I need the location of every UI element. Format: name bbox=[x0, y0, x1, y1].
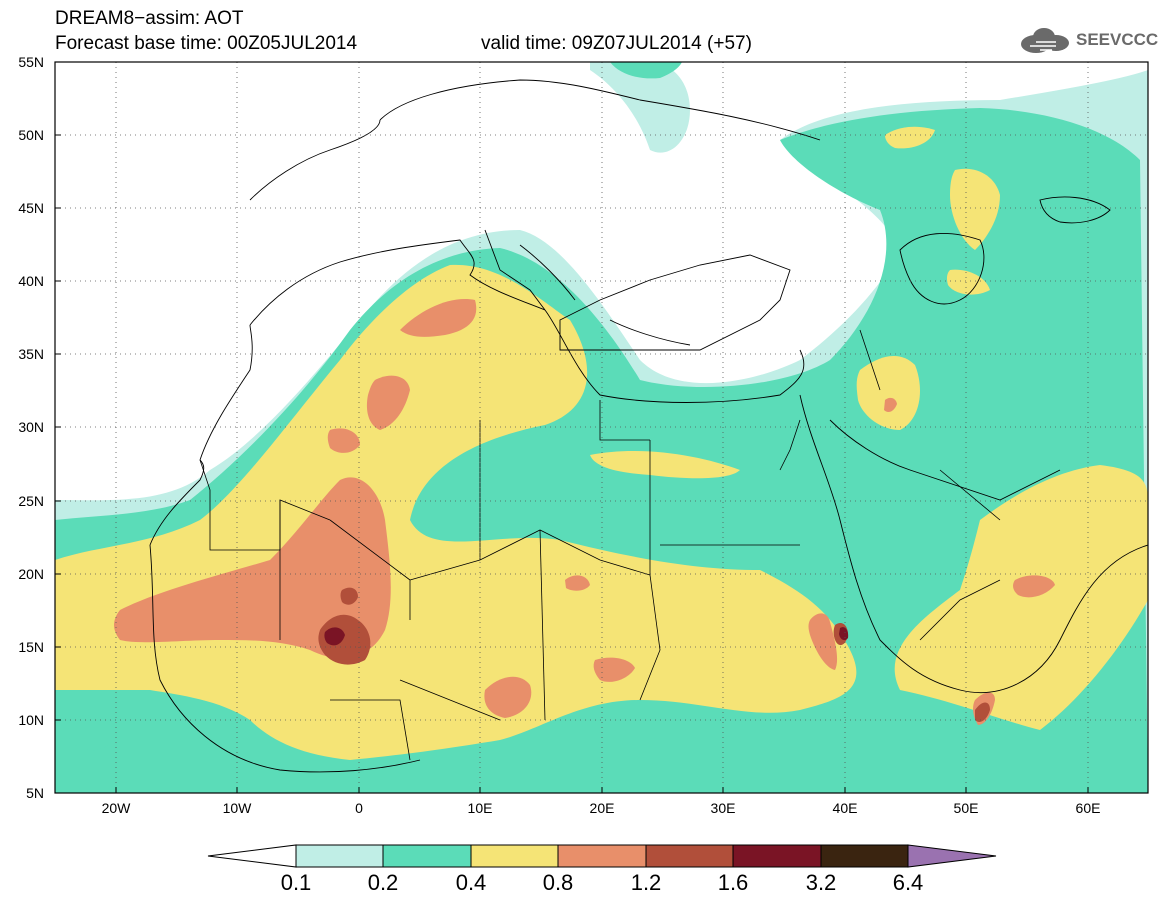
colorbar-bin bbox=[732, 844, 822, 868]
colorbar-bin bbox=[295, 844, 384, 868]
lon-label: 50E bbox=[954, 800, 979, 816]
lat-label: 35N bbox=[18, 346, 44, 362]
cloud-logo-icon bbox=[1021, 28, 1069, 53]
colorbar-label: 6.4 bbox=[892, 870, 924, 895]
lat-label: 15N bbox=[18, 639, 44, 655]
lat-label: 40N bbox=[18, 273, 44, 289]
gridlines bbox=[55, 62, 1148, 793]
colorbar-bin bbox=[470, 844, 559, 868]
lat-label: 5N bbox=[26, 785, 44, 801]
valid-time: valid time: 09Z07JUL2014 (+57) bbox=[481, 33, 752, 54]
map-title: DREAM8−assim: AOT bbox=[55, 8, 244, 29]
colorbar-under-arrow bbox=[207, 844, 297, 868]
borders bbox=[199, 329, 1001, 761]
colorbar-label: 0.2 bbox=[367, 870, 399, 895]
lon-ticks bbox=[115, 787, 1089, 793]
lat-label: 25N bbox=[18, 493, 44, 509]
colorbar-label: 1.2 bbox=[630, 870, 662, 895]
forecast-base-time: Forecast base time: 00Z05JUL2014 bbox=[55, 33, 358, 54]
lat-label: 10N bbox=[18, 712, 44, 728]
colorbar-over-arrow bbox=[907, 844, 997, 868]
colorbar-label: 0.8 bbox=[542, 870, 574, 895]
lat-label: 45N bbox=[18, 200, 44, 216]
lon-label: 10W bbox=[223, 800, 253, 816]
colorbar-label: 0.4 bbox=[455, 870, 487, 895]
lat-ticks bbox=[55, 61, 61, 794]
lon-label: 10E bbox=[468, 800, 493, 816]
coastlines bbox=[149, 79, 1148, 773]
colorbar-bin bbox=[645, 844, 734, 868]
lon-label: 60E bbox=[1076, 800, 1101, 816]
colorbar-bin bbox=[382, 844, 472, 868]
field-0.8 bbox=[114, 299, 1055, 725]
lon-label: 20E bbox=[590, 800, 615, 816]
colorbar-bin bbox=[557, 844, 647, 868]
lon-label: 20W bbox=[102, 800, 132, 816]
field-1.6 bbox=[324, 627, 849, 646]
aot-fields bbox=[55, 62, 1148, 793]
colorbar-label: 0.1 bbox=[280, 870, 312, 895]
colorbar-label: 3.2 bbox=[805, 870, 837, 895]
colorbar bbox=[207, 844, 997, 868]
lat-label: 50N bbox=[18, 127, 44, 143]
lon-label: 0 bbox=[355, 800, 363, 816]
logo-text: SEEVCCC bbox=[1076, 30, 1159, 49]
lon-label: 30E bbox=[711, 800, 736, 816]
colorbar-label: 1.6 bbox=[717, 870, 749, 895]
field-1.2 bbox=[318, 587, 990, 722]
colorbar-bin bbox=[820, 844, 909, 868]
lat-label: 30N bbox=[18, 419, 44, 435]
lon-label: 40E bbox=[833, 800, 858, 816]
lat-label: 20N bbox=[18, 566, 44, 582]
lat-label: 55N bbox=[18, 54, 44, 70]
